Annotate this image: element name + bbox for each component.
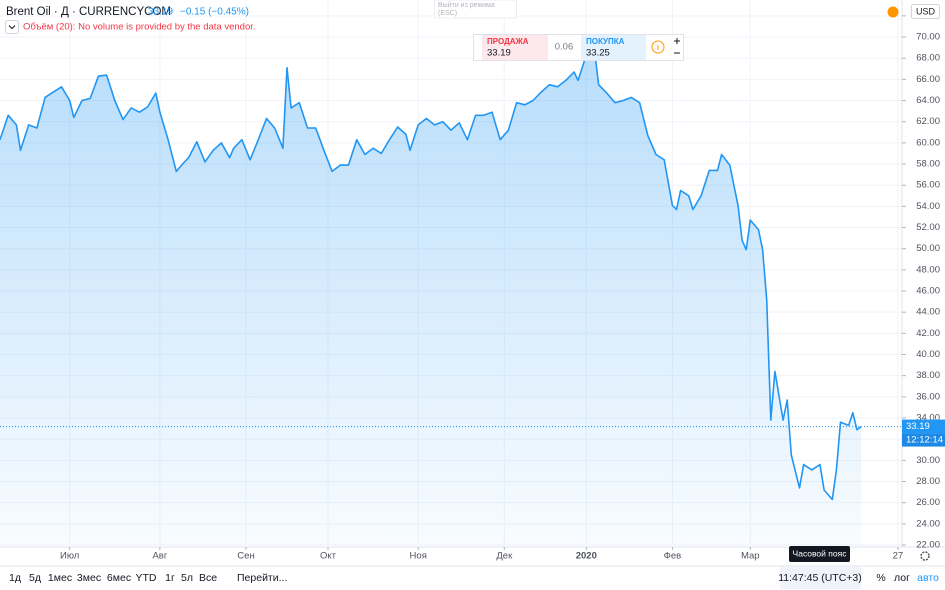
y-tick-label: 42.00 [916,328,940,339]
currency-box[interactable] [911,4,940,19]
x-tick-label: Дек [496,551,513,562]
symbol[interactable]: Brent Oil · Д · CURRENCYCOM [6,6,171,18]
log-toggle[interactable]: лог [894,572,910,584]
plus-minus[interactable] [674,38,680,54]
percent-toggle[interactable]: % [876,572,885,584]
auto-toggle[interactable]: авто [917,572,939,584]
range-button[interactable]: 1мес [48,572,72,584]
range-button[interactable]: 5д [29,572,41,584]
y-tick-label: 22.00 [916,540,940,551]
y-tick-label: 26.00 [916,497,940,508]
y-tick-label: 54.00 [916,201,940,212]
y-tick-label: 46.00 [916,286,940,297]
y-tick-label: 60.00 [916,137,940,148]
range-button[interactable]: 5л [181,572,193,584]
y-tick-label: 62.00 [916,116,940,127]
range-button[interactable]: 1г [165,572,175,584]
range-button[interactable]: 3мес [77,572,101,584]
price-line [0,48,862,501]
x-tick-label: Июл [60,551,79,562]
y-tick-label: 34.00 [916,413,940,424]
y-tick-label: 28.00 [916,476,940,487]
y-tick-label: 50.00 [916,243,940,254]
y-tick-label: 36.00 [916,391,940,402]
settings-icon[interactable] [920,551,930,561]
chevron-icon [8,25,16,30]
last-price-label: 33.19 [906,421,930,432]
x-tick-label: Окт [320,551,337,562]
exit-hint-box[interactable] [434,0,517,19]
x-tick-label: Сен [237,551,254,562]
y-tick-label: 44.00 [916,307,940,318]
y-tick-label: 30.00 [916,455,940,466]
x-tick-label: Мар [741,551,760,562]
y-tick-label: 40.00 [916,349,940,360]
clock-box[interactable] [780,567,861,589]
area-fill [0,49,861,545]
price: 33.19 [148,7,173,18]
y-tick-label: 68.00 [916,53,940,64]
last-price-box [902,419,945,434]
range-button[interactable]: YTD [136,572,157,584]
y-tick-label: 24.00 [916,518,940,529]
range-button[interactable]: 1д [9,572,21,584]
y-tick-label: 58.00 [916,159,940,170]
countdown-label: 12:12:14 [906,435,943,446]
tooltip: Часовой пояс [793,548,848,558]
buy-price: 33.25 [586,48,610,59]
tooltip-box [789,546,850,562]
x-tick-label: 2020 [576,551,597,562]
sell-label: ПРОДАЖА [487,37,529,46]
buy-label: ПОКУПКА [586,37,625,46]
x-tick-label: Фев [664,551,682,562]
y-tick-label: 66.00 [916,74,940,85]
x-tick-label: Ноя [410,551,427,562]
y-tick-label: 52.00 [916,222,940,233]
spread: 0.06 [555,42,574,53]
currency: USD [916,6,936,16]
sell-button[interactable] [482,35,548,60]
info-icon[interactable] [651,40,665,54]
range-button[interactable]: 6мес [107,572,131,584]
alert-icon[interactable] [887,6,899,18]
clock: 11:47:45 (UTC+3) [778,572,862,584]
exit-hint: (ESC) [438,10,457,17]
countdown-box [902,433,945,447]
buy-button[interactable] [581,35,646,60]
y-tick-label: 70.00 [916,32,940,43]
range-button[interactable]: Все [199,572,217,584]
y-tick-label: 56.00 [916,180,940,191]
collapse-button[interactable] [5,20,19,34]
goto-button[interactable]: Перейти... [237,572,287,584]
price-axis [902,0,945,547]
x-tick-label: 27 [893,551,904,562]
change: −0.15 (−0.45%) [180,7,249,18]
y-tick-label: 64.00 [916,95,940,106]
exit-hint: Выйти из режима [438,1,495,9]
volume-note: Объём (20): No volume is provided by the… [23,22,256,33]
y-tick-label: 38.00 [916,370,940,381]
sell-price: 33.19 [487,48,511,59]
y-tick-label: 48.00 [916,264,940,275]
x-tick-label: Авг [152,551,167,562]
